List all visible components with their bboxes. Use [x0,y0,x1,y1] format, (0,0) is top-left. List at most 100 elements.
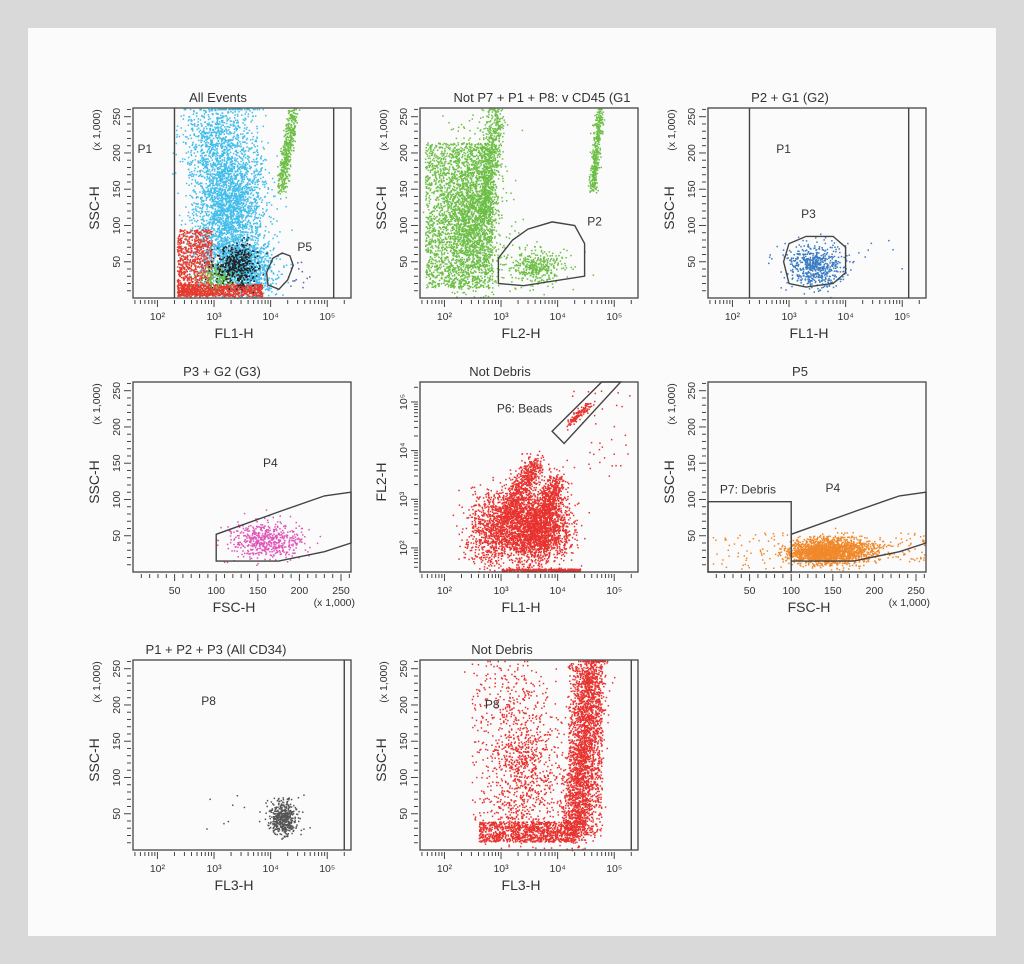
event-point [251,120,253,122]
event-point [251,208,253,210]
event-point [249,130,251,132]
event-point [254,242,256,244]
event-point [242,221,244,223]
event-point [230,147,232,149]
event-point [238,236,240,238]
event-point [241,168,243,170]
event-point [226,119,228,121]
event-point [202,216,204,218]
event-point [223,186,225,188]
event-point [246,143,248,145]
event-point [255,199,257,201]
event-point [253,187,255,189]
event-point [258,181,260,183]
event-point [232,178,234,180]
event-point [235,220,237,222]
event-point [269,202,271,204]
event-point [243,181,245,183]
event-point [257,174,259,176]
event-point [241,164,243,166]
event-point [245,204,247,206]
event-point [256,128,258,130]
event-point [192,209,194,211]
event-point [247,182,249,184]
flow-cytometry-figure: All EventsP1P510² 10³ 10⁴ 10⁵50100150200250… [0,0,1024,964]
event-point [235,183,237,185]
event-point [247,184,249,186]
event-point [239,141,241,143]
event-point [216,217,218,219]
event-point [227,178,229,180]
event-point [237,144,239,146]
event-point [244,219,246,221]
event-point [236,222,238,224]
event-point [236,187,238,189]
event-point [193,208,195,210]
event-point [249,196,251,198]
event-point [228,155,230,157]
event-point [243,130,245,132]
event-point [254,206,256,208]
event-point [257,145,259,147]
event-point [229,167,231,169]
event-point [251,204,253,206]
event-point [208,142,210,144]
event-point [241,202,243,204]
event-point [257,161,259,163]
event-point [224,146,226,148]
event-point [251,133,253,135]
event-point [240,171,242,173]
event-point [244,175,246,177]
event-point [261,215,263,217]
event-point [243,163,245,165]
event-point [211,183,213,185]
event-point [207,227,209,229]
event-point [265,196,267,198]
event-point [241,181,243,183]
event-point [223,152,225,154]
event-point [251,213,253,215]
event-point [193,202,195,204]
event-point [238,163,240,165]
event-point [259,171,261,173]
event-point [206,128,208,130]
event-point [269,172,271,174]
event-point [227,214,229,216]
event-point [208,109,210,111]
event-point [251,173,253,175]
event-point [260,163,262,165]
event-point [189,270,191,272]
event-point [226,178,228,180]
event-point [255,230,257,232]
event-point [224,122,226,124]
event-point [243,177,245,179]
event-point [260,217,262,219]
event-point [215,177,217,179]
event-point [231,133,233,135]
event-point [222,218,224,220]
event-point [206,179,208,181]
event-point [244,188,246,190]
event-point [266,260,268,262]
event-point [217,148,219,150]
event-point [226,126,228,128]
event-point [271,204,273,206]
event-point [223,223,225,225]
event-point [206,211,208,213]
event-point [227,221,229,223]
event-point [198,211,200,213]
event-point [268,189,270,191]
event-point [206,220,208,222]
event-point [228,109,230,111]
event-point [252,183,254,185]
event-point [234,128,236,130]
event-point [204,172,206,174]
event-point [263,160,265,162]
event-point [268,241,270,243]
event-point [248,160,250,162]
event-point [245,192,247,194]
event-point [230,173,232,175]
event-point [270,217,272,219]
event-point [258,174,260,176]
event-point [233,133,235,135]
